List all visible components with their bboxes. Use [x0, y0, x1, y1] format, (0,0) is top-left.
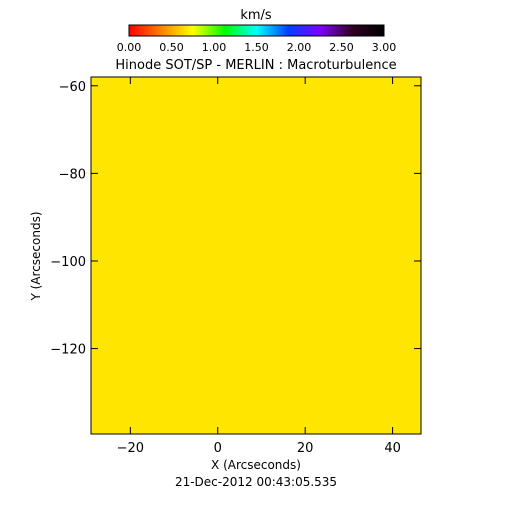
chart-title: Hinode SOT/SP - MERLIN : Macroturbulence [115, 58, 396, 73]
x-tick-label: −20 [117, 441, 144, 456]
colorbar [128, 24, 385, 37]
colorbar-tick-label: 1.50 [244, 41, 269, 54]
y-tick-label: −100 [50, 255, 86, 270]
y-axis-ticks: −60 −80 −100 −120 [50, 80, 421, 358]
colorbar-tick-label: 2.00 [287, 41, 312, 54]
colorbar-tick-label: 3.00 [372, 41, 397, 54]
colorbar-tick-label: 0.00 [117, 41, 142, 54]
x-tick-label: 20 [297, 441, 314, 456]
y-axis-label: Y (Arcseconds) [29, 211, 43, 301]
observation-timestamp: 21-Dec-2012 00:43:05.535 [175, 475, 337, 489]
colorbar-tick-label: 0.50 [159, 41, 184, 54]
colorbar-tick-labels: 0.00 0.50 1.00 1.50 2.00 2.50 3.00 [117, 41, 397, 54]
y-tick-label: −80 [59, 167, 86, 182]
plot-frame [90, 76, 422, 435]
y-tick-label: −120 [50, 343, 86, 358]
y-tick-label: −60 [59, 80, 86, 95]
colorbar-tick-label: 1.00 [202, 41, 227, 54]
x-tick-label: 40 [384, 441, 401, 456]
x-axis-label: X (Arcseconds) [211, 458, 301, 472]
heatmap-field [91, 77, 421, 434]
colorbar-unit-label: km/s [240, 8, 272, 23]
colorbar-tick-label: 2.50 [329, 41, 354, 54]
x-axis-ticks: −20 0 20 40 [117, 77, 401, 456]
x-tick-label: 0 [214, 441, 222, 456]
